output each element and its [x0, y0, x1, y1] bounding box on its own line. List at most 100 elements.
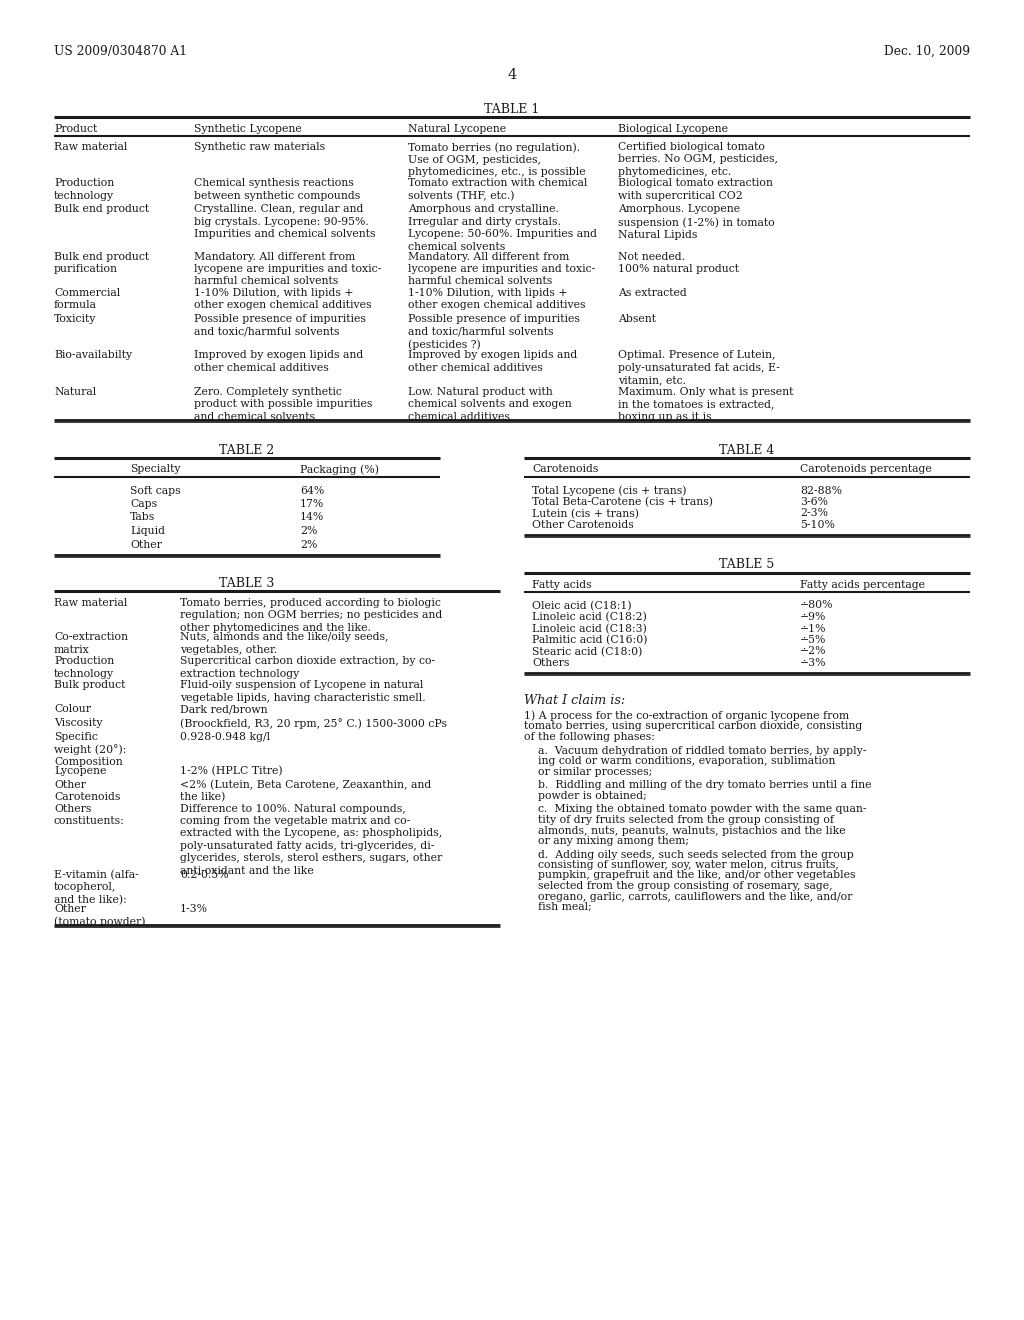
Text: Other: Other — [130, 540, 162, 549]
Text: Others
constituents:: Others constituents: — [54, 804, 125, 826]
Text: Toxicity: Toxicity — [54, 314, 96, 323]
Text: a.  Vacuum dehydration of riddled tomato berries, by apply-: a. Vacuum dehydration of riddled tomato … — [538, 746, 866, 756]
Text: Improved by exogen lipids and
other chemical additives: Improved by exogen lipids and other chem… — [408, 351, 578, 372]
Text: d.  Adding oily seeds, such seeds selected from the group: d. Adding oily seeds, such seeds selecte… — [538, 850, 854, 859]
Text: Certified biological tomato
berries. No OGM, pesticides,
phytomedicines, etc.: Certified biological tomato berries. No … — [618, 143, 778, 177]
Text: Zero. Completely synthetic
product with possible impurities
and chemical solvent: Zero. Completely synthetic product with … — [194, 387, 373, 422]
Text: Bulk end product: Bulk end product — [54, 205, 150, 214]
Text: Possible presence of impurities
and toxic/harmful solvents
(pesticides ?): Possible presence of impurities and toxi… — [408, 314, 580, 350]
Text: Supercritical carbon dioxide extraction, by co-
extraction technology: Supercritical carbon dioxide extraction,… — [180, 656, 435, 678]
Text: Others: Others — [532, 657, 569, 668]
Text: Caps: Caps — [130, 499, 157, 510]
Text: ∸2%: ∸2% — [800, 647, 826, 656]
Text: <2% (Lutein, Beta Carotene, Zeaxanthin, and
the like): <2% (Lutein, Beta Carotene, Zeaxanthin, … — [180, 780, 431, 803]
Text: ing cold or warm conditions, evaporation, sublimation: ing cold or warm conditions, evaporation… — [538, 756, 836, 767]
Text: ∸9%: ∸9% — [800, 612, 826, 622]
Text: Carotenoids percentage: Carotenoids percentage — [800, 465, 932, 474]
Text: TABLE 3: TABLE 3 — [219, 577, 274, 590]
Text: or any mixing among them;: or any mixing among them; — [538, 836, 689, 846]
Text: (Broockfield, R3, 20 rpm, 25° C.) 1500-3000 cPs: (Broockfield, R3, 20 rpm, 25° C.) 1500-3… — [180, 718, 447, 729]
Text: Biological tomato extraction
with supercritical CO2: Biological tomato extraction with superc… — [618, 178, 773, 201]
Text: pumpkin, grapefruit and the like, and/or other vegetables: pumpkin, grapefruit and the like, and/or… — [538, 870, 855, 880]
Text: Difference to 100%. Natural compounds,
coming from the vegetable matrix and co-
: Difference to 100%. Natural compounds, c… — [180, 804, 442, 875]
Text: Other
Carotenoids: Other Carotenoids — [54, 780, 121, 801]
Text: Lycopene: Lycopene — [54, 766, 106, 776]
Text: Production
technology: Production technology — [54, 178, 115, 201]
Text: Nuts, almonds and the like/oily seeds,
vegetables, other.: Nuts, almonds and the like/oily seeds, v… — [180, 632, 388, 655]
Text: Production
technology: Production technology — [54, 656, 115, 678]
Text: Other Carotenoids: Other Carotenoids — [532, 520, 634, 531]
Text: consisting of sunflower, soy, water melon, citrus fruits,: consisting of sunflower, soy, water melo… — [538, 861, 839, 870]
Text: Amorphous. Lycopene
suspension (1-2%) in tomato
Natural Lipids: Amorphous. Lycopene suspension (1-2%) in… — [618, 205, 774, 240]
Text: Raw material: Raw material — [54, 598, 127, 609]
Text: Low. Natural product with
chemical solvents and exogen
chemical additives: Low. Natural product with chemical solve… — [408, 387, 571, 422]
Text: What I claim is:: What I claim is: — [524, 694, 625, 708]
Text: 2-3%: 2-3% — [800, 508, 828, 519]
Text: 64%: 64% — [300, 486, 325, 495]
Text: 1) A process for the co-extraction of organic lycopene from: 1) A process for the co-extraction of or… — [524, 710, 849, 721]
Text: Packaging (%): Packaging (%) — [300, 465, 379, 475]
Text: fish meal;: fish meal; — [538, 902, 592, 912]
Text: Tomato berries, produced according to biologic
regulation; non OGM berries; no p: Tomato berries, produced according to bi… — [180, 598, 442, 632]
Text: tomato berries, using supercritical carbon dioxide, consisting: tomato berries, using supercritical carb… — [524, 721, 862, 731]
Text: Specialty: Specialty — [130, 465, 180, 474]
Text: Total Lycopene (cis + trans): Total Lycopene (cis + trans) — [532, 486, 686, 496]
Text: Biological Lycopene: Biological Lycopene — [618, 124, 728, 135]
Text: Maximum. Only what is present
in the tomatoes is extracted,
boxing up as it is: Maximum. Only what is present in the tom… — [618, 387, 794, 422]
Text: Tomato extraction with chemical
solvents (THF, etc.): Tomato extraction with chemical solvents… — [408, 178, 588, 202]
Text: 0.2-0.5%: 0.2-0.5% — [180, 870, 228, 879]
Text: Raw material: Raw material — [54, 143, 127, 152]
Text: Dark red/brown: Dark red/brown — [180, 705, 267, 714]
Text: Lutein (cis + trans): Lutein (cis + trans) — [532, 508, 639, 519]
Text: E-vitamin (alfa-
tocopherol,
and the like):: E-vitamin (alfa- tocopherol, and the lik… — [54, 870, 138, 906]
Text: 1-3%: 1-3% — [180, 904, 208, 913]
Text: Crystalline. Clean, regular and
big crystals. Lycopene: 90-95%.
Impurities and c: Crystalline. Clean, regular and big crys… — [194, 205, 376, 239]
Text: 2%: 2% — [300, 525, 317, 536]
Text: Natural: Natural — [54, 387, 96, 397]
Text: Oleic acid (C18:1): Oleic acid (C18:1) — [532, 601, 632, 611]
Text: Colour: Colour — [54, 705, 91, 714]
Text: Tabs: Tabs — [130, 512, 156, 523]
Text: b.  Riddling and milling of the dry tomato berries until a fine: b. Riddling and milling of the dry tomat… — [538, 780, 871, 791]
Text: Linoleic acid (C18:3): Linoleic acid (C18:3) — [532, 623, 647, 634]
Text: Fatty acids percentage: Fatty acids percentage — [800, 579, 925, 590]
Text: of the following phases:: of the following phases: — [524, 731, 655, 742]
Text: As extracted: As extracted — [618, 288, 687, 298]
Text: ∸5%: ∸5% — [800, 635, 826, 645]
Text: c.  Mixing the obtained tomato powder with the same quan-: c. Mixing the obtained tomato powder wit… — [538, 804, 866, 814]
Text: Amorphous and crystalline.
Irregular and dirty crystals.
Lycopene: 50-60%. Impur: Amorphous and crystalline. Irregular and… — [408, 205, 597, 252]
Text: Commercial
formula: Commercial formula — [54, 288, 120, 310]
Text: Carotenoids: Carotenoids — [532, 465, 598, 474]
Text: Bulk end product
purification: Bulk end product purification — [54, 252, 150, 275]
Text: Dec. 10, 2009: Dec. 10, 2009 — [884, 45, 970, 58]
Text: Palmitic acid (C16:0): Palmitic acid (C16:0) — [532, 635, 647, 645]
Text: 1-2% (HPLC Titre): 1-2% (HPLC Titre) — [180, 766, 283, 776]
Text: TABLE 4: TABLE 4 — [719, 444, 775, 457]
Text: 82-88%: 82-88% — [800, 486, 842, 495]
Text: Mandatory. All different from
lycopene are impurities and toxic-
harmful chemica: Mandatory. All different from lycopene a… — [194, 252, 381, 286]
Text: TABLE 1: TABLE 1 — [484, 103, 540, 116]
Text: ∸1%: ∸1% — [800, 623, 826, 634]
Text: TABLE 2: TABLE 2 — [219, 444, 274, 457]
Text: Total Beta-Carotene (cis + trans): Total Beta-Carotene (cis + trans) — [532, 498, 713, 507]
Text: Bulk product: Bulk product — [54, 681, 125, 690]
Text: 0.928-0.948 kg/l: 0.928-0.948 kg/l — [180, 731, 270, 742]
Text: Other
(tomato powder): Other (tomato powder) — [54, 904, 145, 927]
Text: Mandatory. All different from
lycopene are impurities and toxic-
harmful chemica: Mandatory. All different from lycopene a… — [408, 252, 595, 286]
Text: 17%: 17% — [300, 499, 325, 510]
Text: Natural Lycopene: Natural Lycopene — [408, 124, 506, 135]
Text: Specific
weight (20°):
Composition: Specific weight (20°): Composition — [54, 731, 126, 767]
Text: 4: 4 — [507, 69, 517, 82]
Text: almonds, nuts, peanuts, walnuts, pistachios and the like: almonds, nuts, peanuts, walnuts, pistach… — [538, 825, 846, 836]
Text: oregano, garlic, carrots, cauliflowers and the like, and/or: oregano, garlic, carrots, cauliflowers a… — [538, 891, 852, 902]
Text: Product: Product — [54, 124, 97, 135]
Text: Possible presence of impurities
and toxic/harmful solvents: Possible presence of impurities and toxi… — [194, 314, 366, 337]
Text: Bio-availabilty: Bio-availabilty — [54, 351, 132, 360]
Text: Chemical synthesis reactions
between synthetic compounds: Chemical synthesis reactions between syn… — [194, 178, 360, 201]
Text: Stearic acid (C18:0): Stearic acid (C18:0) — [532, 647, 642, 657]
Text: ∸80%: ∸80% — [800, 601, 834, 610]
Text: Optimal. Presence of Lutein,
poly-unsaturated fat acids, E-
vitamin, etc.: Optimal. Presence of Lutein, poly-unsatu… — [618, 351, 780, 385]
Text: 5-10%: 5-10% — [800, 520, 835, 531]
Text: Tomato berries (no regulation).
Use of OGM, pesticides,
phytomedicines, etc., is: Tomato berries (no regulation). Use of O… — [408, 143, 586, 177]
Text: Absent: Absent — [618, 314, 656, 323]
